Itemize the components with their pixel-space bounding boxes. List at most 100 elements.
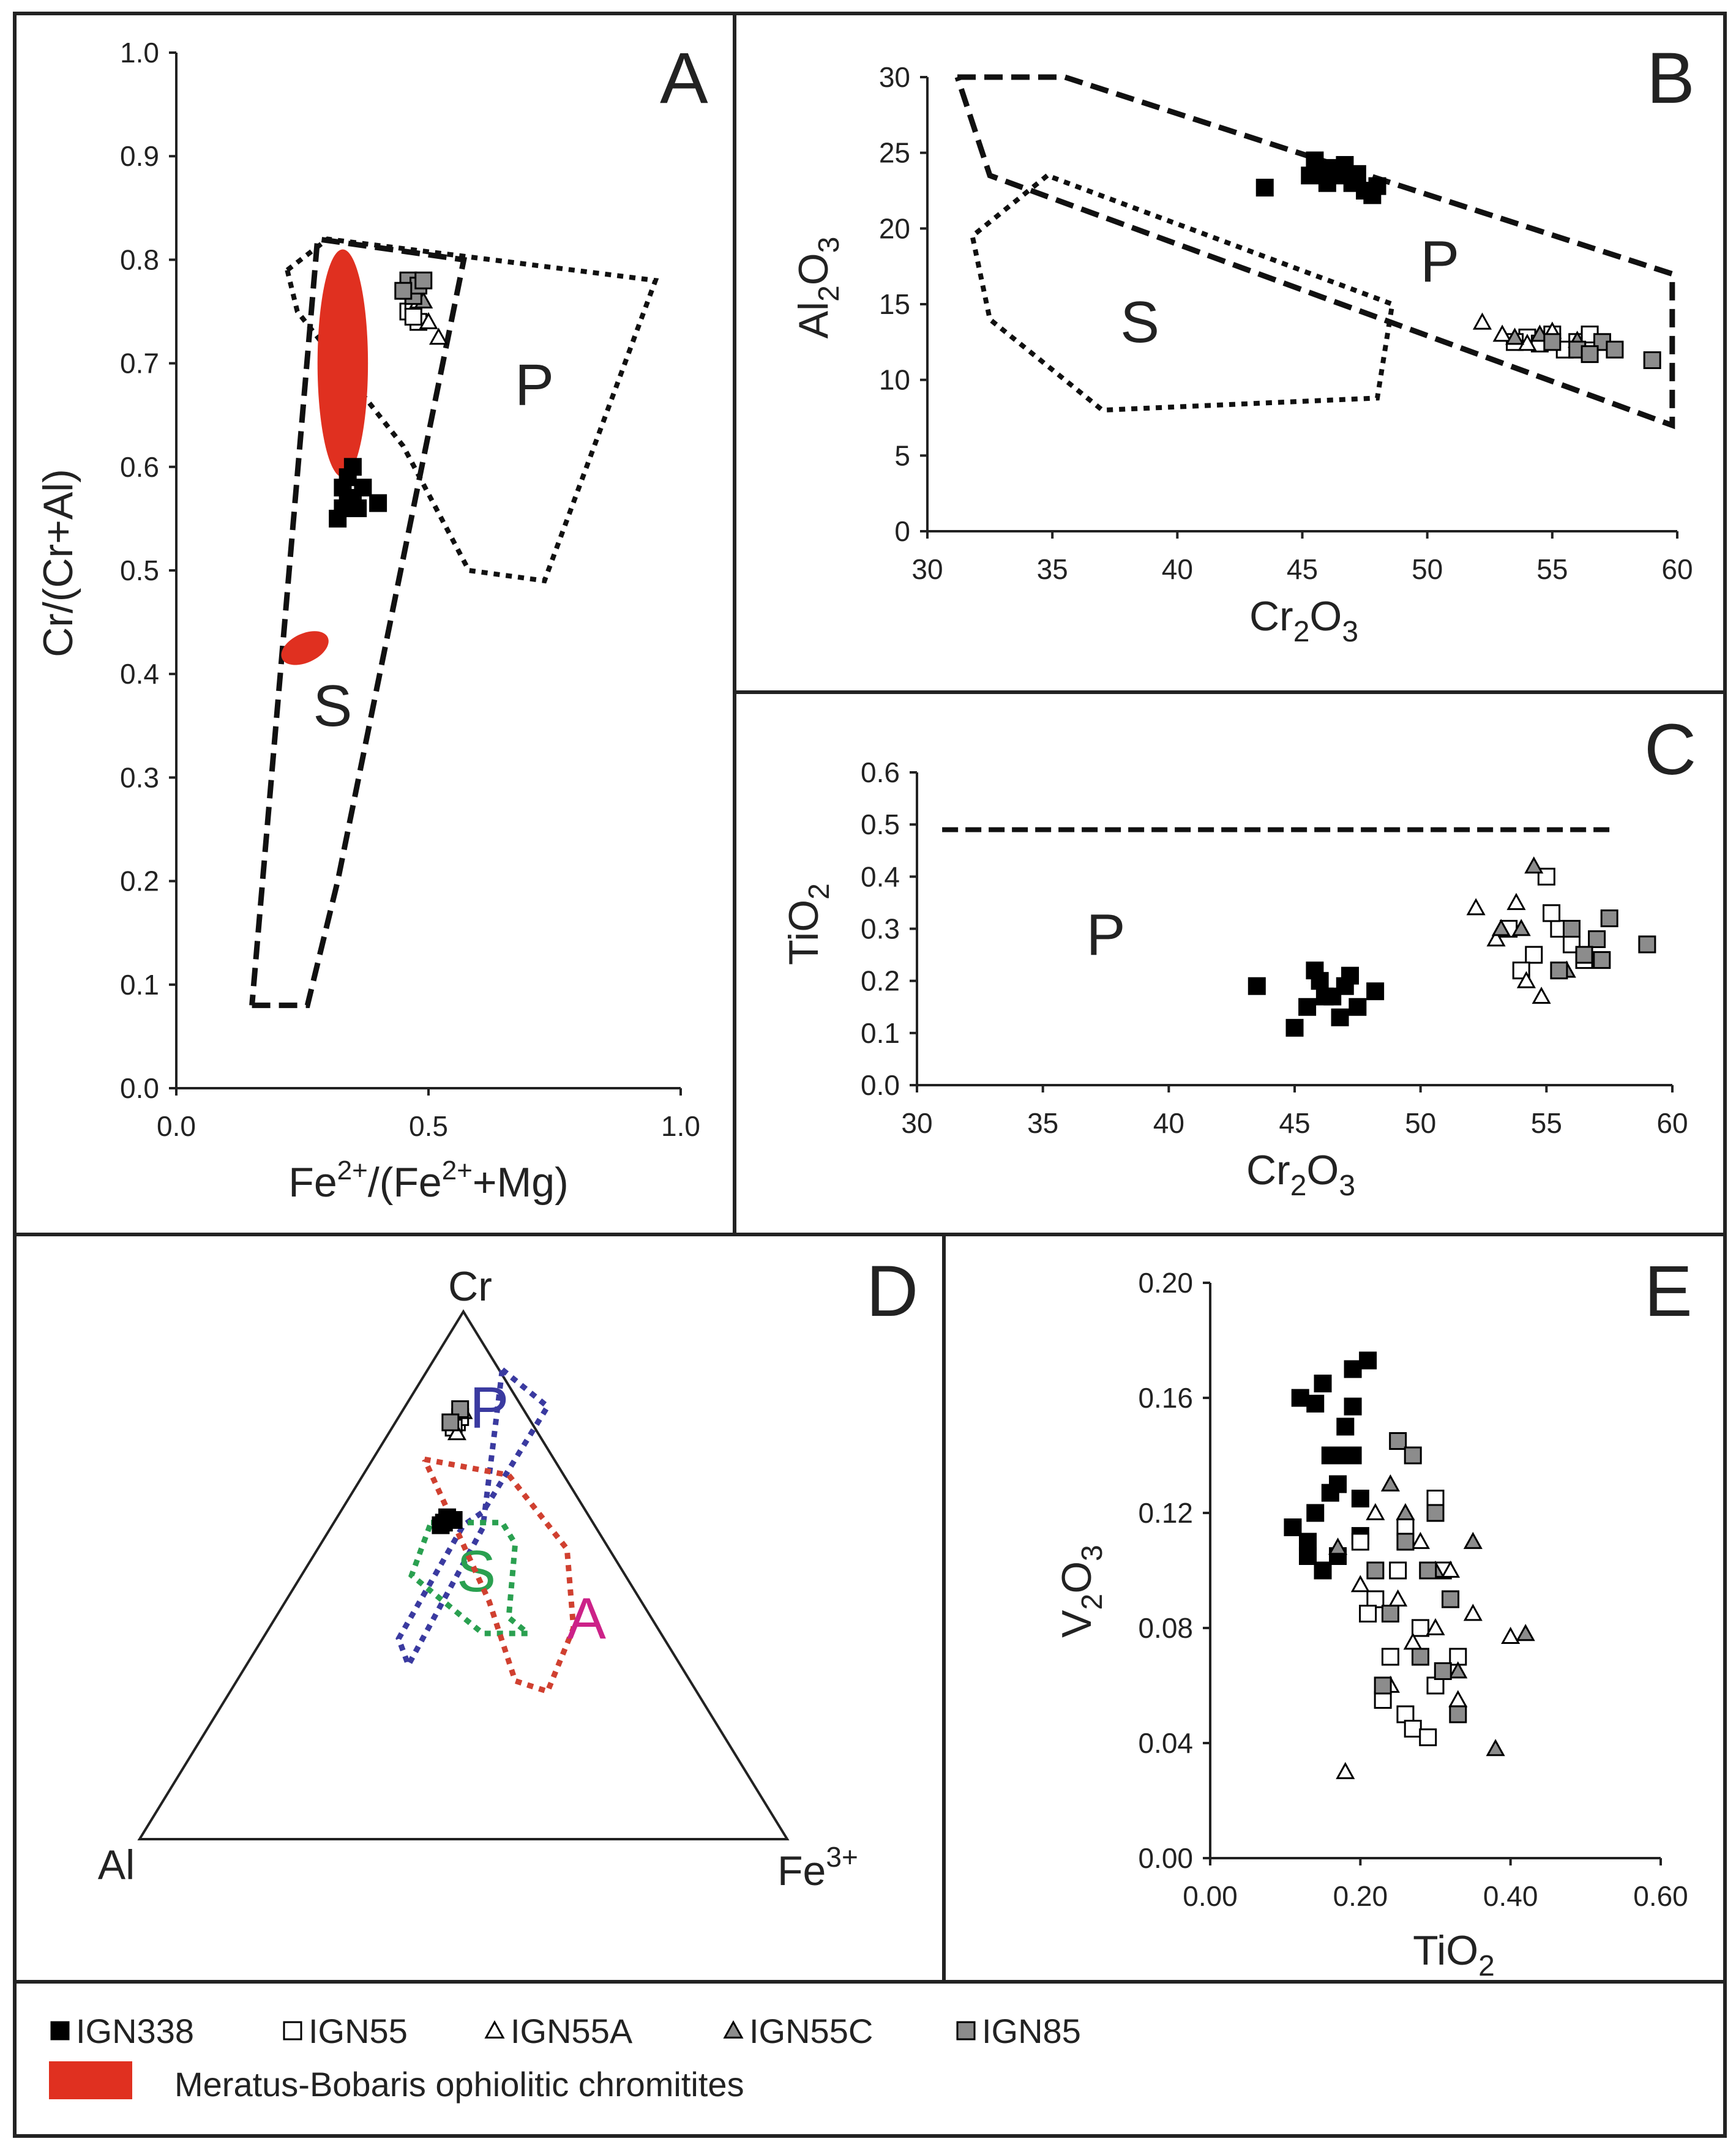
point-IGN55 — [1351, 1533, 1369, 1551]
panel-B-x-tick-label: 45 — [1287, 553, 1318, 585]
point-IGN55A — [1336, 1761, 1355, 1779]
panel-B-x-label: Cr2O3 — [1249, 593, 1358, 648]
panel-A-x-tick-label: 1.0 — [661, 1110, 700, 1142]
panel-A-ophiolite-field — [281, 631, 329, 665]
legend-label-IGN338: IGN338 — [76, 2012, 194, 2050]
apex-label-fe3-sup: 3+ — [826, 1841, 858, 1873]
panel-E-axes — [1209, 1283, 1661, 1859]
panel-E-y-tick-label: 0.08 — [1138, 1612, 1193, 1644]
panel-E-x-label: TiO2 — [1413, 1927, 1495, 1982]
legend-marker-IGN338 — [50, 2021, 70, 2041]
panel-A-y-tick-label: 0.8 — [120, 244, 159, 275]
point-IGN338 — [1284, 1518, 1302, 1536]
panel-C-y-tick-label: 0.2 — [861, 965, 900, 997]
point-IGN85 — [1434, 1662, 1452, 1680]
ternary-triangle — [137, 1309, 790, 1840]
panel-E-y-label-base: V — [1053, 1610, 1100, 1638]
point-IGN85 — [1404, 1446, 1422, 1465]
apex-label-fe3-base: Fe — [777, 1848, 826, 1894]
point-IGN338 — [444, 1510, 463, 1529]
point-IGN85 — [414, 271, 433, 289]
point-IGN55A — [1506, 892, 1526, 910]
panel-E-y-label: V2O3 — [1053, 1545, 1109, 1638]
point-IGN85 — [1426, 1504, 1445, 1522]
apex-label-al: Al — [98, 1842, 135, 1888]
panel-D-field-label-P: P — [470, 1375, 509, 1441]
panel-B-x-tick-label: 40 — [1162, 553, 1193, 585]
point-IGN338 — [1344, 1397, 1362, 1416]
panel-B-y-label-sub2: 3 — [813, 237, 845, 253]
legend-label-IGN55C: IGN55C — [749, 2012, 873, 2050]
point-IGN55 — [1389, 1561, 1407, 1580]
panel-D-field-label-A: A — [567, 1586, 606, 1651]
point-IGN55 — [1411, 1619, 1429, 1637]
panel-B-axes — [926, 77, 1677, 532]
panel-A-ticks: 0.0 0.5 1.0 0.0 0.1 0.2 0.3 0.4 0.5 0.6 0.7 0.8 0.9 1… — [120, 37, 700, 1142]
panel-E-y-tick-label: 0.20 — [1138, 1267, 1193, 1299]
panel-A-ophiolite-field — [317, 249, 369, 477]
point-IGN55C — [1524, 856, 1544, 874]
point-IGN55A — [1448, 1690, 1468, 1708]
point-IGN338 — [1359, 1351, 1377, 1370]
panel-C-x-tick-label: 35 — [1027, 1107, 1058, 1139]
panel-D-field-P — [395, 1367, 552, 1672]
point-IGN55A — [1472, 312, 1492, 330]
point-IGN338 — [1301, 166, 1319, 185]
legend-marker-IGN55 — [283, 2021, 302, 2041]
point-IGN55C — [1505, 327, 1525, 345]
panel-frames — [13, 12, 1727, 2138]
point-IGN55A — [1532, 987, 1551, 1004]
panel-C-y-label-base: TiO — [780, 900, 827, 965]
point-IGN85 — [1593, 951, 1611, 969]
legend-label-IGN55: IGN55 — [309, 2012, 408, 2050]
point-IGN85 — [1643, 351, 1661, 370]
point-IGN85 — [1550, 961, 1568, 980]
point-IGN338 — [1318, 174, 1336, 192]
point-IGN338 — [343, 489, 362, 507]
panel-A-field-label-P: P — [515, 352, 554, 417]
point-IGN338 — [1285, 1018, 1304, 1037]
panel-C-field-label-P: P — [1086, 902, 1125, 968]
apex-label-fe3: Fe3+ — [777, 1841, 858, 1894]
panel-B-field-label-S: S — [1120, 289, 1159, 355]
point-IGN338 — [1306, 961, 1324, 980]
point-IGN85 — [1562, 920, 1581, 938]
panel-C-x-label-sub: 2 — [1290, 1170, 1307, 1202]
point-IGN55C — [1486, 1739, 1505, 1757]
panel-C-y-tick-label: 0.4 — [861, 861, 900, 892]
point-IGN55 — [1359, 1605, 1377, 1622]
panel-C-y-tick-label: 0.5 — [861, 808, 900, 840]
panel-E-scatter: 0.00 0.20 0.40 0.60 0.00 0.04 0.08 0.12 0.16 0.20… — [1053, 1267, 1688, 1982]
panel-B-field-S — [970, 173, 1395, 413]
panel-B-y-label-base: Al — [790, 302, 837, 338]
panel-E-plot — [1284, 1351, 1535, 1779]
panel-C-y-label: TiO2 — [780, 883, 836, 965]
point-IGN338 — [1321, 1484, 1339, 1502]
point-IGN338 — [1336, 1417, 1355, 1436]
point-IGN338 — [1291, 1389, 1309, 1407]
panel-B-ticks: 30 35 40 45 50 55 60 0 5 10 15 20 25 30 — [879, 61, 1693, 585]
panel-B-y-tick-label: 30 — [879, 61, 910, 93]
point-IGN338 — [1306, 1394, 1325, 1413]
legend-marker-IGN55C — [723, 2020, 744, 2039]
point-IGN338 — [1348, 165, 1366, 183]
panel-C-ticks: 30 35 40 45 50 55 60 0.0 0.1 0.2 0.3 0.4 0.5 0.6 — [861, 756, 1688, 1139]
panel-C-x-label-sub2: 3 — [1339, 1170, 1355, 1202]
point-IGN55 — [1374, 1691, 1392, 1709]
panel-letter-D: D — [866, 1251, 918, 1332]
point-IGN338 — [1306, 1504, 1325, 1522]
point-IGN85 — [1374, 1676, 1392, 1695]
point-IGN55A — [1517, 334, 1537, 351]
point-IGN85 — [1381, 1605, 1399, 1622]
point-IGN55 — [1426, 1490, 1445, 1507]
panel-C-scatter: 30 35 40 45 50 55 600.00.10.20.30.40.50.6 Cr2O… — [780, 756, 1688, 1202]
point-IGN338 — [1341, 966, 1359, 985]
point-IGN85 — [1442, 1590, 1460, 1608]
panel-A-y-tick-label: 1.0 — [120, 37, 159, 69]
point-IGN338 — [1336, 155, 1354, 174]
apex-label-cr: Cr — [448, 1263, 492, 1310]
panel-A-y-tick-label: 0.9 — [120, 140, 159, 172]
point-IGN85 — [1411, 1648, 1429, 1666]
